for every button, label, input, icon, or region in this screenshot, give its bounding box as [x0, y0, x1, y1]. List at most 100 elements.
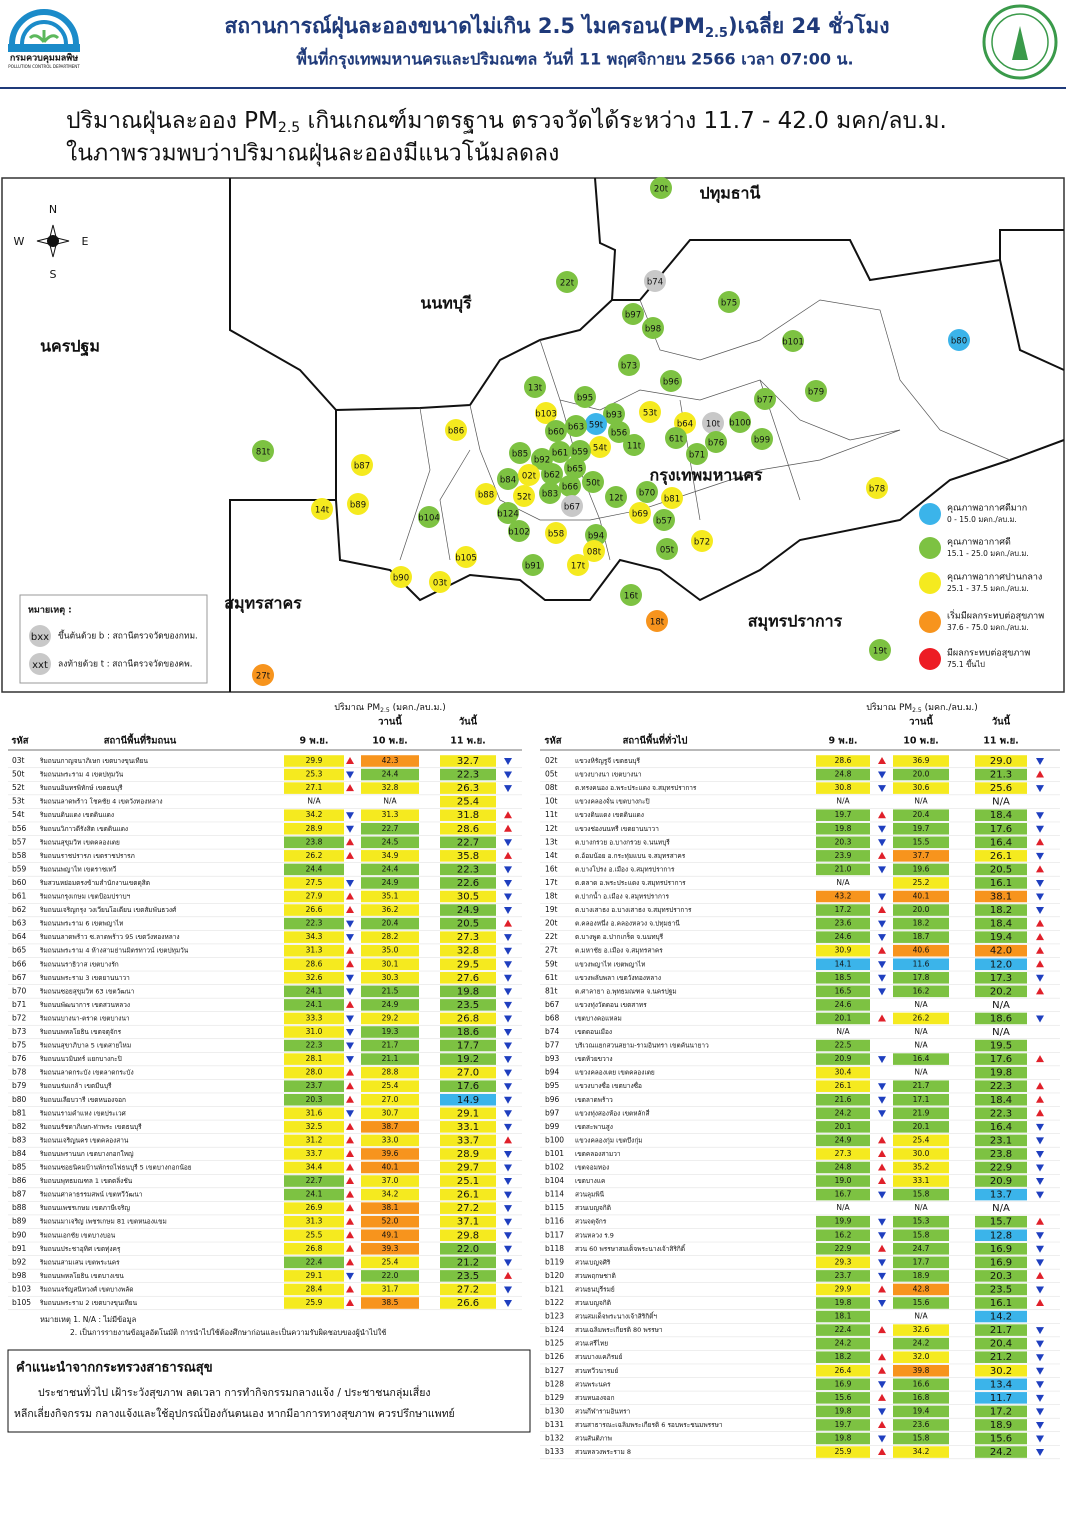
trend-arrow: [878, 1163, 886, 1171]
value-cell: [816, 1175, 870, 1187]
station-name: สวนจตุจักร: [575, 1218, 607, 1226]
station-label: 14t: [315, 506, 330, 516]
value-cell: [975, 1188, 1027, 1201]
station-name: ต.อ้อมน้อย อ.กระทุ่มแบน จ.สมุทรสาคร: [575, 852, 686, 860]
today-value: N/A: [992, 1027, 1010, 1038]
value-cell: [816, 1297, 870, 1309]
note-icon-label: xxt: [32, 660, 48, 671]
value: 28.6: [835, 756, 852, 765]
station-marker: [691, 530, 713, 552]
today-value: 13.4: [990, 1379, 1012, 1390]
value-cell: [440, 1215, 496, 1228]
value-cell: [975, 1283, 1027, 1296]
value: N/A: [914, 1027, 928, 1036]
station-code: b127: [545, 1366, 564, 1375]
station-label: 27t: [256, 672, 271, 682]
station-marker: [559, 475, 581, 497]
today-value: 15.7: [990, 1217, 1012, 1228]
value: 24.4: [382, 770, 399, 779]
station-name: ริมถนนอินทรพิทักษ์ เขตธนบุรี: [39, 784, 123, 792]
value-cell: [816, 1161, 870, 1174]
trend-arrow: [346, 771, 354, 779]
value-cell: [361, 1121, 419, 1133]
station-name: ต.ศาลายา อ.พุทธมณฑล จ.นครปฐม: [575, 987, 677, 995]
station-marker: [665, 427, 687, 449]
value-cell: [361, 1215, 419, 1228]
value: 18.1: [835, 1312, 852, 1321]
value-cell: [361, 999, 419, 1011]
table-header: 9 พ.ย.: [829, 736, 858, 747]
station-name: เขตดอนเมือง: [575, 1028, 612, 1036]
station-label: b95: [577, 394, 593, 404]
table-header: 11 พ.ย.: [983, 736, 1019, 747]
trend-arrow: [1036, 1217, 1044, 1225]
trend-arrow: [878, 1366, 886, 1374]
station-marker: [565, 415, 587, 437]
value-cell: [361, 1039, 419, 1052]
station-code: b101: [545, 1149, 564, 1158]
trend-arrow: [346, 757, 354, 764]
value-cell: [816, 1405, 870, 1418]
value: 24.6: [835, 1000, 852, 1009]
value-cell: [361, 877, 419, 889]
trend-arrow: [1036, 1055, 1044, 1063]
station-marker: [754, 388, 776, 410]
value: 24.8: [835, 1163, 852, 1172]
trend-arrow: [346, 1258, 354, 1266]
value: 20.4: [913, 810, 930, 819]
value: 16.4: [913, 1054, 930, 1063]
value: N/A: [914, 797, 928, 806]
value: N/A: [914, 1000, 928, 1009]
compass-label: N: [49, 203, 57, 216]
value-cell: [893, 931, 949, 943]
trend-arrow: [346, 1029, 354, 1036]
legend-range: 25.1 - 37.5 มคก./ลบ.ม.: [947, 584, 1029, 593]
station-name: ริมถนนพัฒนาการ เขตสวนหลวง: [39, 1001, 130, 1009]
station-name: เขตบางคอแหลม: [575, 1014, 622, 1022]
trend-arrow: [1036, 933, 1044, 941]
trend-arrow: [346, 1042, 354, 1050]
value: 38.1: [382, 1203, 399, 1212]
table-header: สถานีพื้นที่ริมถนน: [104, 733, 177, 747]
trend-arrow: [1036, 1178, 1044, 1186]
value-cell: [440, 1026, 496, 1038]
today-value: 22.3: [990, 1108, 1012, 1119]
value-cell: [816, 1148, 870, 1160]
province-label: สมุทรสาคร: [224, 594, 302, 614]
value: 22.9: [835, 1244, 852, 1253]
trend-arrow: [504, 974, 512, 982]
trend-arrow: [878, 961, 886, 969]
value: 28.0: [306, 1068, 323, 1077]
station-code: b77: [545, 1041, 560, 1050]
station-label: b103: [535, 410, 557, 420]
advice-box: [7, 1349, 531, 1433]
value-cell: [284, 1066, 344, 1079]
value: 24.6: [835, 932, 852, 941]
station-label: b74: [647, 278, 663, 288]
value: 40.1: [382, 1163, 399, 1172]
value-cell: [975, 1175, 1027, 1187]
value: 27.5: [306, 878, 323, 887]
value-cell: [893, 1121, 949, 1133]
station-name: สวนหนองจอก: [575, 1394, 615, 1402]
today-value: 32.7: [457, 756, 479, 767]
station-code: 61t: [545, 973, 558, 982]
value: 20.4: [382, 919, 399, 928]
value: 17.1: [913, 1095, 930, 1104]
value-cell: [975, 1053, 1027, 1065]
value-cell: [816, 985, 870, 998]
note-text: ลงท้ายด้วย t : สถานีตรวจวัดของคพ.: [58, 659, 192, 670]
value-cell: [440, 1134, 496, 1147]
station-label: 18t: [650, 618, 665, 628]
station-label: 50t: [586, 479, 601, 489]
value: 23.8: [306, 837, 323, 846]
station-name: แขวงคลองกุ่ม เขตบึงกุ่ม: [575, 1136, 643, 1144]
station-code: b128: [545, 1379, 564, 1388]
value: 19.8: [835, 824, 852, 833]
station-label: b90: [393, 574, 409, 584]
station-name: บริเวณแยกสวนสยาม-รามอินทรา เขตคันนายาว: [575, 1042, 709, 1050]
station-marker: [524, 376, 546, 398]
station-code: 13t: [545, 837, 558, 846]
station-code: 17t: [545, 878, 558, 887]
today-value: 25.6: [990, 783, 1012, 794]
